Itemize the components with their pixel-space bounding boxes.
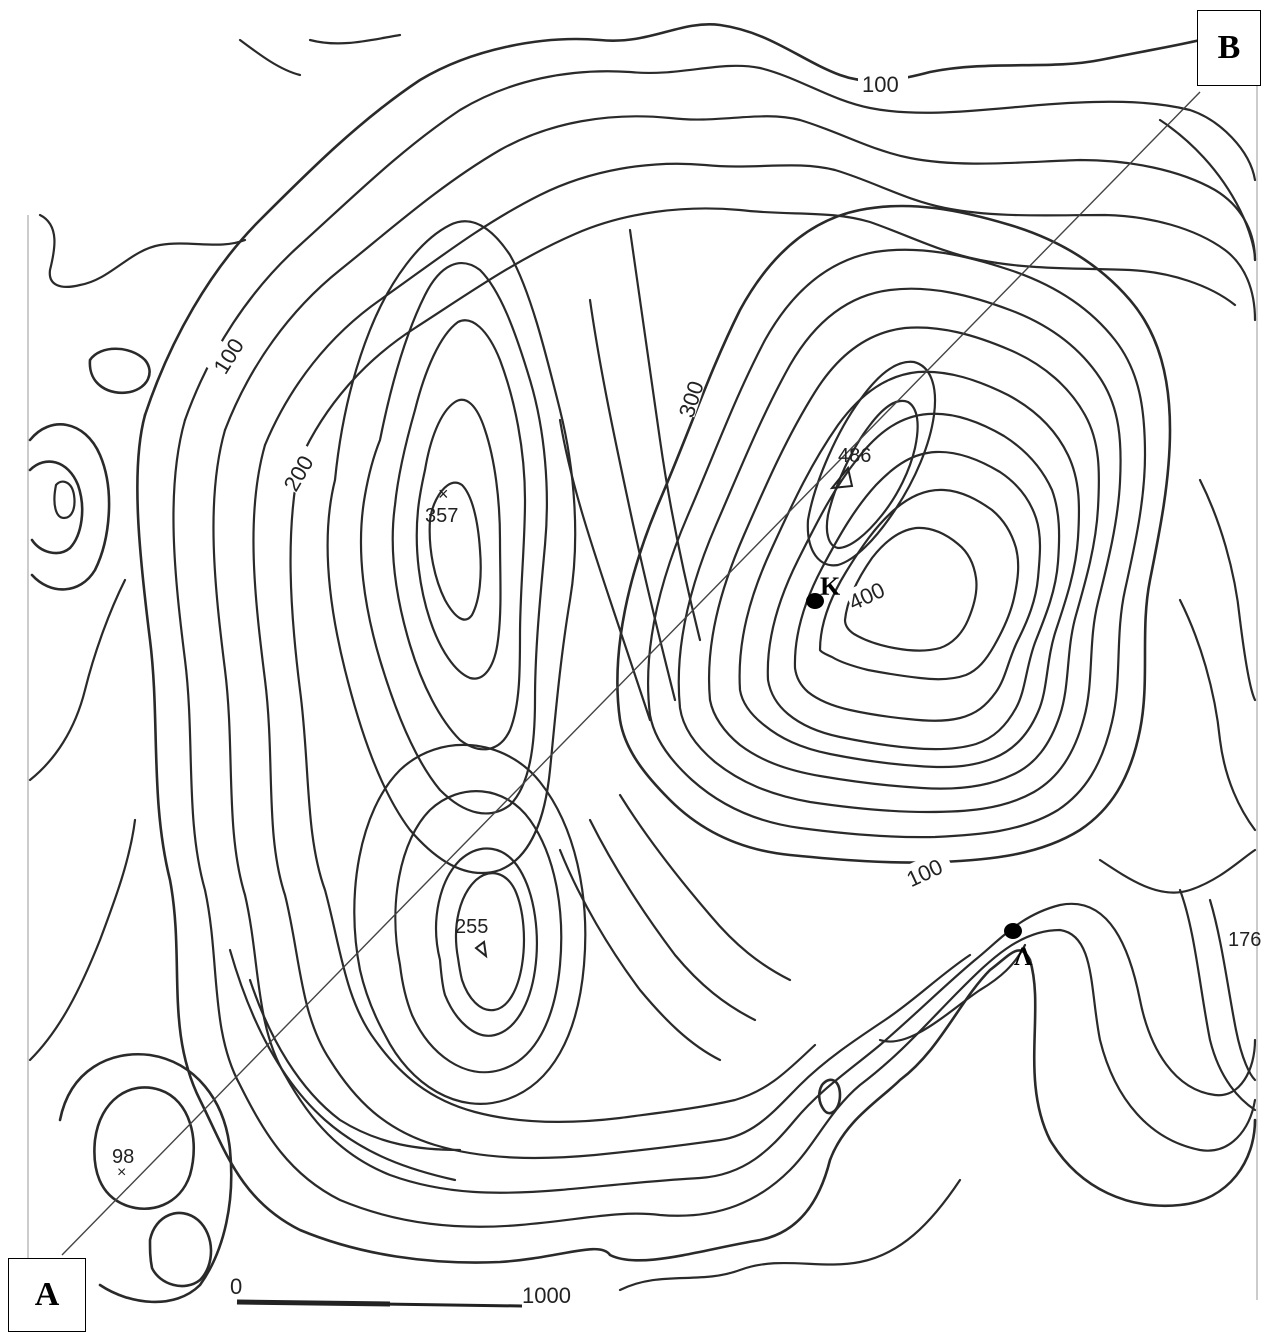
point-l-dot — [1004, 923, 1022, 939]
scale-bar-end-label: 1000 — [522, 1283, 571, 1308]
profile-endpoint-b-label: B — [1197, 10, 1261, 86]
peak-255: 255 — [455, 916, 488, 959]
contour-label-300: 300 — [674, 378, 709, 421]
peak-255-triangle-icon — [474, 940, 488, 959]
peak-98-label: 98 — [112, 1146, 134, 1168]
contour-lines — [28, 23, 1257, 1304]
peak-357: × 357 — [425, 484, 458, 527]
scale-bar: 0 1000 — [230, 1274, 571, 1308]
point-l: Λ — [1004, 923, 1033, 971]
profile-line-a-b — [61, 91, 1201, 1256]
scale-bar-start-label: 0 — [230, 1274, 242, 1299]
peak-176: 176 — [1228, 929, 1261, 951]
peak-357-label: 357 — [425, 505, 458, 527]
peak-357-x-marker: × — [438, 484, 449, 504]
point-k: Κ — [806, 572, 841, 609]
scale-bar-thick-segment — [236, 1299, 391, 1307]
peak-486-label: 486 — [838, 445, 871, 467]
point-l-label: Λ — [1014, 942, 1033, 971]
contour-label-100-north: 100 — [862, 72, 899, 97]
point-k-dot — [806, 593, 824, 609]
peak-176-label: 176 — [1228, 929, 1261, 951]
profile-endpoint-a-label: A — [8, 1258, 86, 1332]
point-k-label: Κ — [820, 572, 841, 601]
peak-255-label: 255 — [455, 916, 488, 938]
peak-486: 486 — [829, 445, 871, 490]
peak-98-x-marker: × — [117, 1164, 126, 1181]
peak-486-triangle-icon — [829, 465, 854, 490]
peak-98: 98 × — [112, 1146, 134, 1181]
